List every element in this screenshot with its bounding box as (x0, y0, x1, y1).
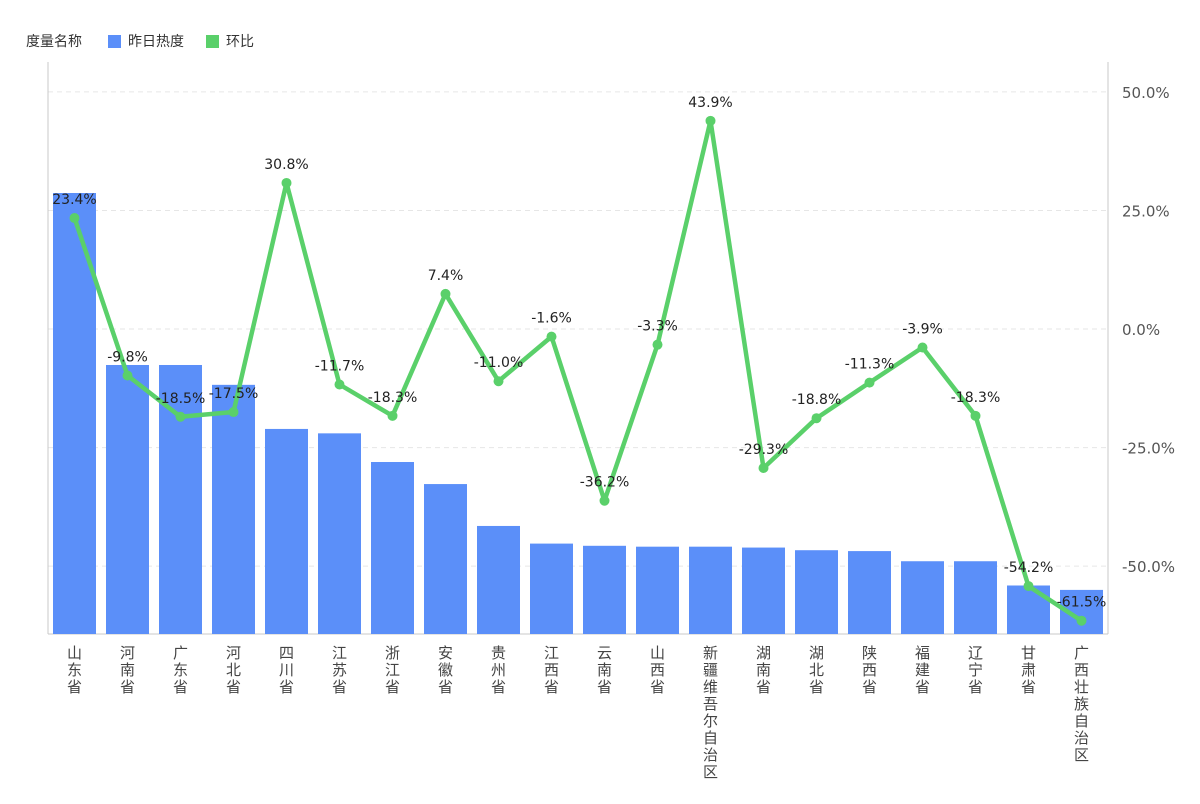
line-series-path (72, 118, 1084, 623)
x-axis-tick-label: 云南省 (597, 644, 612, 696)
legend-label-bar: 昨日热度 (128, 34, 184, 50)
bar (795, 550, 838, 634)
line-point (864, 377, 875, 388)
x-axis-tick-label: 新疆维吾尔自治区 (703, 644, 718, 781)
line-point (122, 370, 133, 381)
right-axis-tick-label: 0.0% (1122, 321, 1160, 339)
legend-swatch-bar (108, 34, 121, 48)
data-label: -11.3% (845, 357, 895, 373)
legend-title: 度量名称 (26, 34, 82, 50)
line-point (440, 288, 451, 299)
data-label: -29.3% (739, 442, 789, 458)
x-axis-tick-label: 陕西省 (862, 644, 877, 696)
legend-item-bar[interactable]: 昨日热度 (108, 31, 184, 51)
x-axis-tick-label: 河北省 (226, 644, 241, 696)
line-point (599, 495, 610, 506)
line-point (493, 376, 504, 387)
legend: 度量名称 昨日热度 环比 (26, 31, 276, 51)
x-axis-tick-label: 江苏省 (332, 644, 347, 696)
x-axis-tick-label: 湖北省 (809, 644, 824, 696)
line-point (69, 213, 80, 224)
line-point (811, 413, 822, 424)
bar (636, 546, 679, 634)
data-label: 43.9% (688, 95, 732, 111)
line-point (281, 177, 292, 188)
bar (583, 545, 626, 634)
bar (742, 547, 785, 634)
x-axis-tick-label: 湖南省 (756, 644, 771, 696)
bar (212, 384, 255, 634)
data-label: -11.7% (315, 359, 365, 375)
bar (424, 484, 467, 634)
bar (530, 543, 573, 634)
x-axis-tick-label: 四川省 (279, 644, 294, 696)
x-axis-tick-label: 浙江省 (385, 644, 400, 696)
legend-label-line: 环比 (226, 34, 254, 50)
data-label: -17.5% (209, 386, 259, 402)
x-axis-tick-label: 安徽省 (438, 644, 453, 696)
data-label: -18.5% (156, 391, 206, 407)
x-axis-tick-label: 山东省 (67, 644, 82, 696)
data-label: 30.8% (264, 157, 308, 173)
data-label: -1.6% (531, 311, 572, 327)
data-label: -54.2% (1004, 560, 1054, 576)
line-point (1023, 581, 1034, 592)
data-label: -9.8% (107, 350, 148, 366)
line-point (758, 462, 769, 473)
bar (954, 561, 997, 634)
bar (318, 433, 361, 634)
bar (159, 364, 202, 634)
line-point (546, 331, 557, 342)
bar (848, 551, 891, 634)
x-axis-tick-label: 广东省 (173, 644, 188, 696)
bar (371, 462, 414, 634)
x-axis-tick-label: 河南省 (120, 644, 135, 696)
line-point (175, 411, 186, 422)
line-point (334, 379, 345, 390)
data-label: -36.2% (580, 475, 630, 491)
bar (265, 428, 308, 634)
bar (901, 561, 944, 634)
line-point (652, 339, 663, 350)
line-point (970, 410, 981, 421)
line-point (228, 407, 239, 418)
right-axis-tick-label: 25.0% (1122, 202, 1170, 220)
x-axis-tick-label: 江西省 (544, 644, 559, 696)
bar (689, 546, 732, 634)
x-axis-tick-label: 广西壮族自治区 (1074, 644, 1089, 764)
bar (477, 525, 520, 634)
data-label: 23.4% (52, 192, 96, 208)
x-axis-tick-label: 福建省 (915, 644, 930, 696)
legend-item-line[interactable]: 环比 (206, 31, 254, 51)
bar (106, 364, 149, 634)
data-label: -18.3% (368, 390, 418, 406)
right-axis-tick-label: 50.0% (1122, 84, 1170, 102)
line-point (1076, 615, 1087, 626)
data-label: -18.3% (951, 390, 1001, 406)
line-point (705, 115, 716, 126)
right-axis-tick-label: -50.0% (1122, 558, 1175, 576)
data-label: -11.0% (474, 355, 524, 371)
data-label: -3.3% (637, 319, 678, 335)
right-axis-tick-label: -25.0% (1122, 440, 1175, 458)
x-axis-tick-label: 甘肃省 (1021, 644, 1036, 696)
line-point (387, 410, 398, 421)
data-label: -18.8% (792, 392, 842, 408)
data-label: 7.4% (428, 268, 464, 284)
legend-swatch-line (206, 34, 219, 48)
data-label: -61.5% (1057, 595, 1107, 611)
data-label: -3.9% (902, 322, 943, 338)
x-axis-tick-label: 辽宁省 (968, 644, 983, 696)
line-point (917, 342, 928, 353)
x-axis-tick-label: 山西省 (650, 644, 665, 696)
x-axis-tick-label: 贵州省 (491, 644, 506, 696)
bar (1007, 585, 1050, 634)
